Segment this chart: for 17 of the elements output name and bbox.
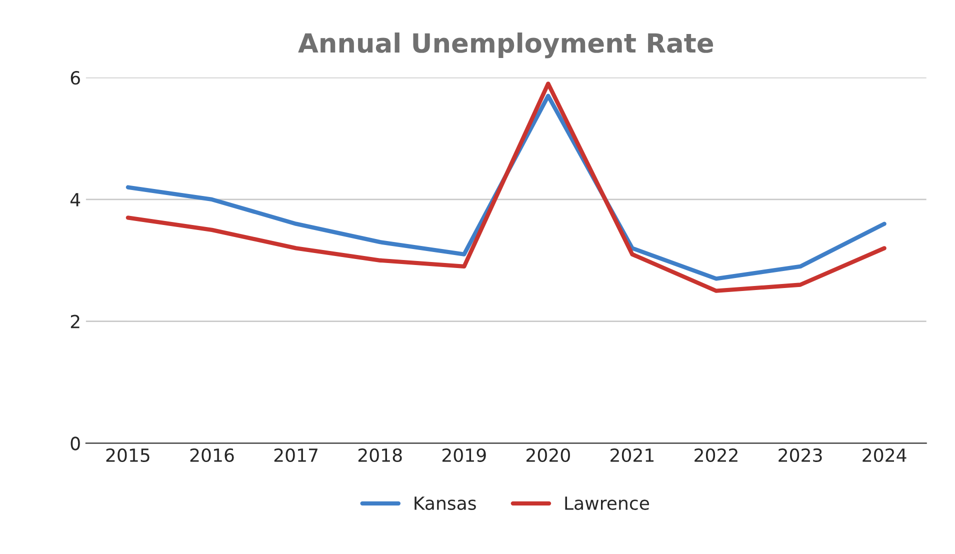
chart-title: Annual Unemployment Rate <box>298 32 714 58</box>
x-tick-label: 2021 <box>610 448 654 462</box>
x-tick-label: 2016 <box>190 448 234 462</box>
x-tick-label: 2019 <box>442 448 486 462</box>
x-tick-label: 2024 <box>862 448 906 462</box>
x-tick-label: 2015 <box>106 448 150 462</box>
y-tick-label: 6 <box>70 71 80 85</box>
legend-label: Kansas <box>414 496 476 510</box>
y-tick-label: 2 <box>70 314 80 328</box>
y-tick-label: 4 <box>70 193 80 206</box>
x-tick-label: 2023 <box>778 448 822 462</box>
x-tick-label: 2017 <box>274 448 318 462</box>
y-tick-label: 0 <box>70 436 80 450</box>
x-tick-label: 2018 <box>358 448 402 462</box>
x-tick-label: 2022 <box>694 448 738 462</box>
legend-label: Lawrence <box>565 496 649 510</box>
x-tick-label: 2020 <box>526 448 570 462</box>
